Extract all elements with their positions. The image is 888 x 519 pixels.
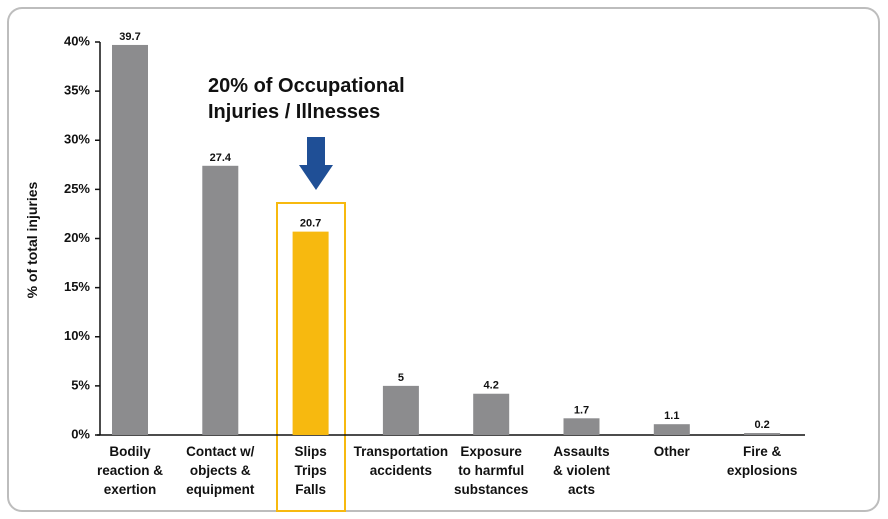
value-label: 20.7 bbox=[300, 218, 321, 230]
y-tick-label: 5% bbox=[71, 377, 90, 392]
value-label: 27.4 bbox=[210, 152, 232, 164]
y-tick-label: 30% bbox=[64, 132, 90, 147]
y-tick-label: 25% bbox=[64, 181, 90, 196]
bar bbox=[292, 231, 329, 435]
x-tick-label: Contact w/objects & equipment bbox=[186, 444, 255, 497]
y-tick-label: 0% bbox=[71, 426, 90, 441]
y-tick-label: 35% bbox=[64, 83, 90, 98]
x-tick-label: Bodily reaction & exertion bbox=[97, 444, 163, 497]
x-tick-label: Fire & explosions bbox=[727, 444, 798, 478]
x-tick-label: Transportation accidents bbox=[354, 444, 449, 478]
bar bbox=[563, 418, 600, 435]
bar bbox=[112, 44, 148, 435]
y-tick-label: 20% bbox=[64, 230, 90, 245]
x-tick-label: Exposure to harmful substances bbox=[454, 444, 528, 497]
bar bbox=[744, 433, 781, 435]
x-tick-label: Other bbox=[654, 444, 691, 459]
y-tick-label: 10% bbox=[64, 328, 90, 343]
bar bbox=[473, 393, 510, 435]
arrow bbox=[299, 137, 333, 190]
x-tick-label: Assaults & violent acts bbox=[553, 444, 611, 497]
annotation: 20% of Occupational Injuries / Illnesses bbox=[208, 75, 405, 123]
y-tick-label: 15% bbox=[64, 279, 90, 294]
y-tick-label: 40% bbox=[64, 33, 90, 48]
value-label: 39.7 bbox=[119, 31, 140, 43]
value-label: 1.1 bbox=[664, 410, 679, 422]
bar bbox=[202, 165, 239, 436]
x-tick-label: Slips Trips Falls bbox=[294, 444, 326, 497]
value-label: 4.2 bbox=[484, 380, 499, 392]
bar bbox=[653, 424, 690, 435]
value-label: 1.7 bbox=[574, 404, 589, 416]
bar bbox=[382, 385, 419, 435]
value-label: 5 bbox=[398, 372, 404, 384]
y-axis-label: % of total injuries bbox=[24, 181, 40, 298]
value-label: 0.2 bbox=[754, 419, 769, 431]
